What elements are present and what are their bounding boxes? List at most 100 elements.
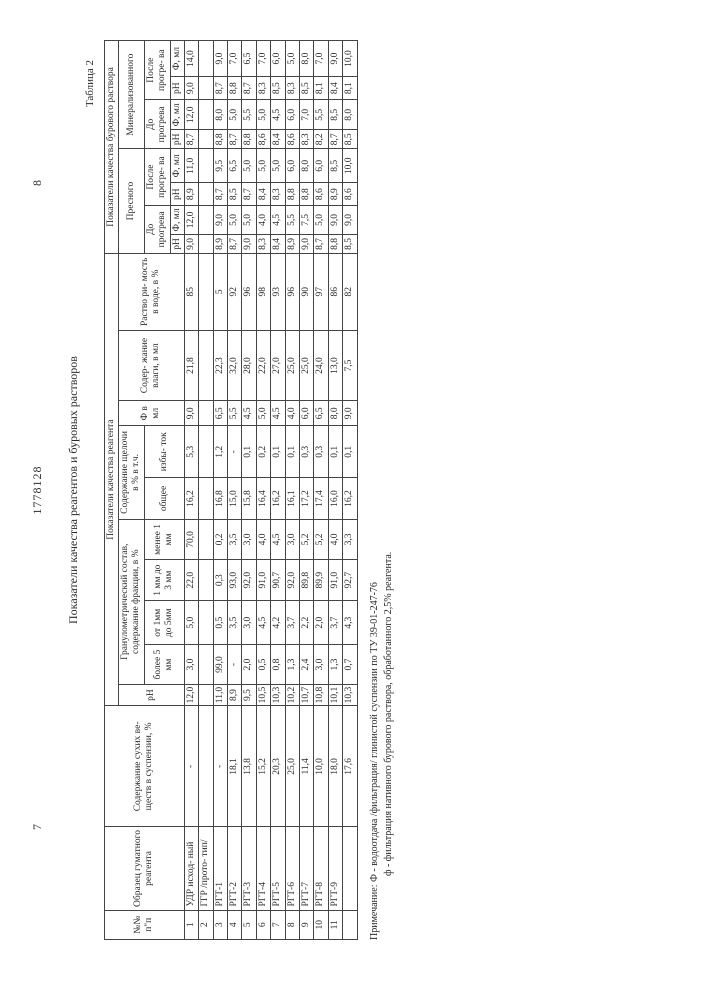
table-cell: 25,0: [285, 706, 299, 827]
table-cell: 92,0: [242, 560, 256, 601]
table-cell: 8,5: [328, 100, 342, 130]
table-cell: 10,0: [314, 706, 328, 827]
table-cell: 5,0: [242, 149, 256, 183]
table-cell: 3,0: [242, 519, 256, 560]
col-p1-f: Ф, мл: [170, 205, 184, 234]
table-cell: 8,9: [228, 684, 242, 706]
table-cell: [199, 560, 213, 601]
table-row: 17,610,30,74,392,73,316,20,19,07,5828,59…: [343, 41, 357, 940]
table-cell: 17,4: [314, 478, 328, 519]
table-cell: 10,8: [314, 684, 328, 706]
page-number-left: 7: [30, 824, 44, 830]
table-cell: 6,5: [228, 149, 242, 183]
table-cell: 4,5: [271, 205, 285, 234]
table-cell: 5,5: [242, 100, 256, 130]
table-cell: [199, 478, 213, 519]
col-p2-f: Ф, мл: [170, 149, 184, 183]
table-cell: 8,3: [256, 77, 270, 100]
table-cell: 9,5: [213, 149, 227, 183]
table-cell: 3,7: [328, 601, 342, 645]
col-ph: рН: [118, 684, 184, 706]
table-cell: 5,2: [314, 519, 328, 560]
table-cell: 92,7: [343, 560, 357, 601]
table-cell: РГТ-3: [242, 827, 256, 910]
table-cell: 0,1: [343, 426, 357, 478]
table-cell: 10,0: [343, 149, 357, 183]
table-cell: -: [228, 426, 242, 478]
table-cell: 0,3: [213, 560, 227, 601]
table-cell: 8,8: [285, 183, 299, 205]
table-cell: 8,8: [328, 235, 342, 254]
table-cell: 8,7: [328, 130, 342, 149]
table-cell: 8,5: [343, 235, 357, 254]
col-min-after: После прогре- ва: [144, 41, 170, 100]
table-cell: 0,5: [213, 601, 227, 645]
table-cell: 8,7: [213, 77, 227, 100]
table-cell: 18,1: [228, 706, 242, 827]
table-cell: [199, 205, 213, 234]
table-cell: [199, 330, 213, 401]
table-cell: 2: [199, 910, 213, 939]
table-cell: 8,3: [300, 130, 314, 149]
table-cell: 70,0: [184, 519, 198, 560]
table-row: 3РГТ-1-11,099,00,50,30,216,81,26,522,358…: [213, 41, 227, 940]
table-cell: РГТ-7: [300, 827, 314, 910]
table-cell: 0,8: [271, 645, 285, 684]
table-cell: 10,1: [328, 684, 342, 706]
table-cell: 9,0: [328, 205, 342, 234]
table-cell: 86: [328, 253, 342, 330]
table-cell: 6,0: [271, 41, 285, 77]
table-cell: 8,6: [285, 130, 299, 149]
table-cell: [199, 645, 213, 684]
table-cell: 96: [242, 253, 256, 330]
table-cell: 24,0: [314, 330, 328, 401]
table-cell: 8,8: [213, 130, 227, 149]
table-label: Таблица 2: [84, 40, 97, 940]
footnote-line2: ф - фильтрация нативного бурового раство…: [383, 552, 394, 940]
table-cell: РГТ-6: [285, 827, 299, 910]
table-cell: 0,7: [343, 645, 357, 684]
col-p2-ph: рН: [170, 183, 184, 205]
table-cell: 90: [300, 253, 314, 330]
table-cell: 8,9: [213, 235, 227, 254]
table-row: 5РГТ-313,89,52,03,092,03,015,80,14,528,0…: [242, 41, 256, 940]
data-table: №№ п"п Образец гуматного реагента Содерж…: [104, 40, 358, 940]
table-row: 2ГГР /прото- тип/: [199, 41, 213, 940]
table-cell: 16,2: [271, 478, 285, 519]
table-cell: 4,0: [256, 519, 270, 560]
table-cell: 5,0: [256, 401, 270, 426]
col-min: Минерализованного: [118, 41, 144, 149]
table-cell: 4: [228, 910, 242, 939]
table-cell: 7,0: [256, 41, 270, 77]
table-cell: 10,3: [271, 684, 285, 706]
table-cell: 7,5: [343, 330, 357, 401]
table-cell: 1,3: [285, 645, 299, 684]
table-row: 1УДР исход- ный-12,03,05,022,070,016,25,…: [184, 41, 198, 940]
table-cell: 3,0: [314, 645, 328, 684]
table-cell: 21,8: [184, 330, 198, 401]
col-gran-group: Гранулометрический состав, содержание фр…: [118, 519, 144, 684]
table-cell: 0,3: [300, 426, 314, 478]
table-cell: 8,7: [184, 130, 198, 149]
table-cell: 7,0: [314, 41, 328, 77]
col-dry: Содержание сухих ве- ществ в суспензии, …: [104, 706, 184, 827]
table-cell: 4,0: [256, 205, 270, 234]
table-cell: 3,0: [242, 601, 256, 645]
col-alk-1: общее: [144, 478, 184, 519]
table-cell: 8,1: [314, 77, 328, 100]
table-cell: 3,0: [184, 645, 198, 684]
table-cell: 7,5: [300, 205, 314, 234]
col-gran-2: от 1мм до 5мм: [144, 601, 184, 645]
table-cell: 85: [184, 253, 198, 330]
table-cell: [199, 253, 213, 330]
table-cell: 8,0: [300, 149, 314, 183]
col-m2-ph: рН: [170, 77, 184, 100]
table-cell: РГТ-8: [314, 827, 328, 910]
table-row: 9РГТ-711,410,72,42,289,85,217,20,36,025,…: [300, 41, 314, 940]
table-cell: 90,7: [271, 560, 285, 601]
table-cell: 0,1: [328, 426, 342, 478]
col-vl: Содер- жание влаги, в мл: [118, 330, 184, 401]
table-cell: 89,9: [314, 560, 328, 601]
table-cell: 8,6: [314, 183, 328, 205]
table-cell: 11,0: [184, 149, 198, 183]
